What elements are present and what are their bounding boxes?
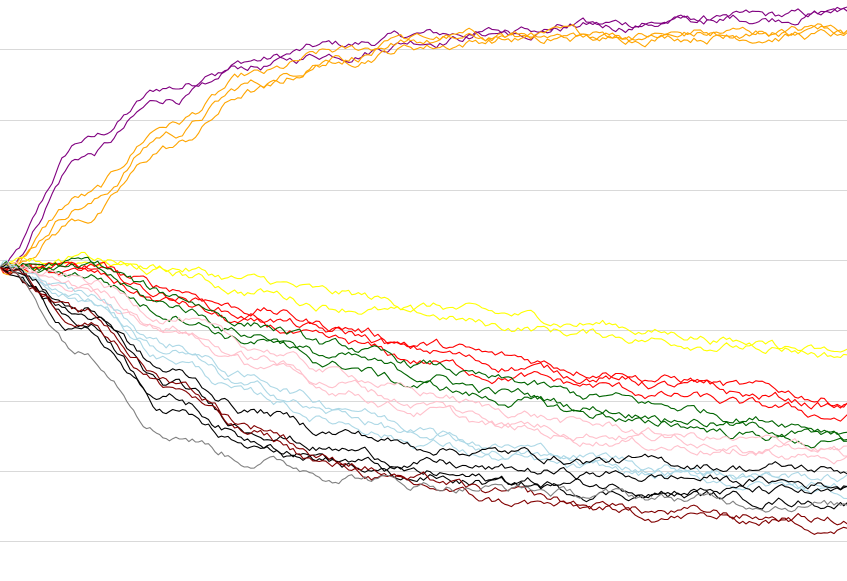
series-line-7 bbox=[0, 261, 847, 408]
series-line-2 bbox=[0, 23, 847, 268]
series-line-16 bbox=[0, 259, 847, 483]
series-line-8 bbox=[0, 261, 847, 410]
series-line-12 bbox=[0, 260, 847, 449]
series-line-24 bbox=[0, 266, 847, 535]
series-line-15 bbox=[0, 266, 847, 465]
gridlines bbox=[0, 49, 847, 542]
series-line-6 bbox=[0, 251, 847, 353]
series-line-3 bbox=[0, 24, 847, 276]
series-line-19 bbox=[0, 263, 847, 475]
series-line-17 bbox=[0, 265, 847, 490]
series-line-23 bbox=[0, 266, 847, 526]
series-line-4 bbox=[0, 28, 847, 269]
series-lines bbox=[0, 6, 847, 535]
series-line-10 bbox=[0, 256, 847, 435]
series-line-13 bbox=[0, 266, 847, 452]
series-line-14 bbox=[0, 261, 847, 457]
series-line-9 bbox=[0, 263, 847, 422]
series-line-5 bbox=[0, 256, 847, 359]
series-line-25 bbox=[0, 263, 847, 513]
series-line-0 bbox=[0, 6, 847, 268]
series-line-1 bbox=[0, 6, 847, 273]
series-line-21 bbox=[0, 266, 847, 499]
series-line-22 bbox=[0, 266, 847, 510]
series-line-20 bbox=[0, 266, 847, 490]
series-line-18 bbox=[0, 265, 847, 500]
